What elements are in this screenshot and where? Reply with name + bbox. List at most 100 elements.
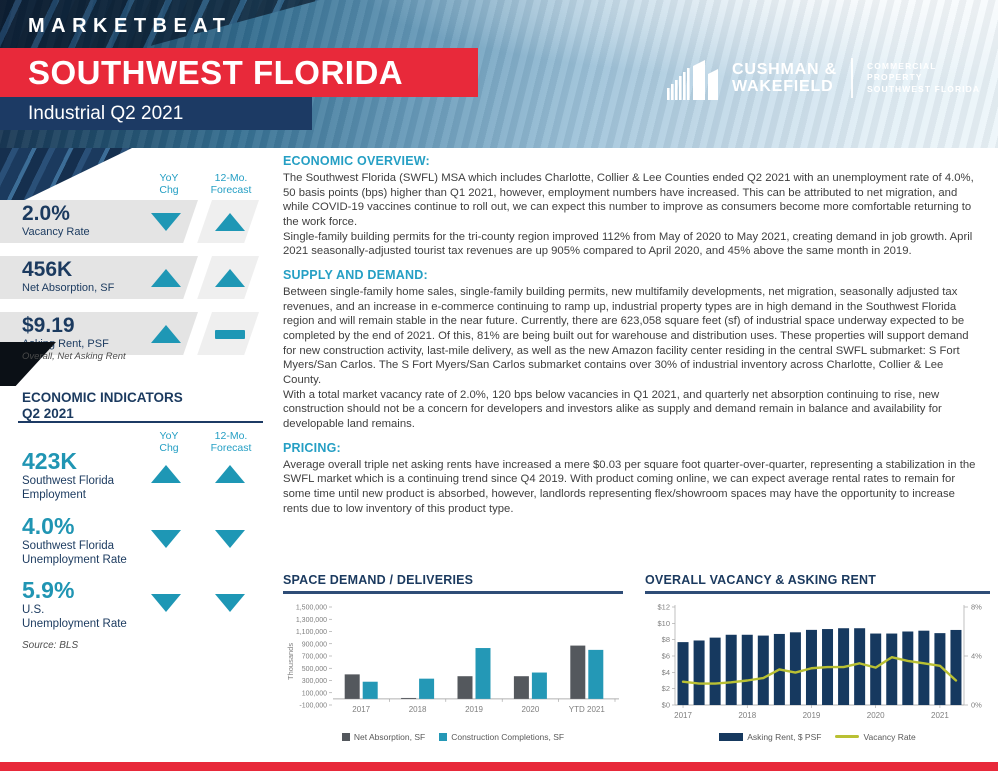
bar-2020 — [513, 675, 529, 699]
kpi-row-vacancy: 2.0% Vacancy Rate — [0, 200, 280, 243]
legend-item: Construction Completions, SF — [439, 732, 564, 742]
svg-text:$2: $2 — [662, 684, 670, 693]
svg-text:$8: $8 — [662, 635, 670, 644]
ei-row-swfl-unemployment: 4.0% Southwest Florida Unemployment Rate — [0, 514, 280, 576]
svg-text:2017: 2017 — [674, 711, 692, 720]
space-demand-deliveries-chart: 1,500,000 1,300,000 1,100,000 900,000 700,00… — [286, 604, 619, 713]
yoy-arrow-icon — [151, 269, 181, 287]
logo-divider — [850, 58, 853, 98]
legend-item: Asking Rent, $ PSF — [719, 732, 821, 742]
svg-text:300,000: 300,000 — [302, 678, 327, 685]
chart-legend: Asking Rent, $ PSF Vacancy Rate — [645, 732, 990, 742]
svg-text:$10: $10 — [657, 618, 670, 627]
ei-label: U.S. Unemployment Rate — [22, 604, 127, 631]
ei-value: 4.0% — [22, 513, 75, 539]
footer-red-bar — [0, 762, 998, 771]
svg-text:$12: $12 — [657, 602, 670, 611]
paragraph: Single-family building permits for the t… — [283, 230, 973, 258]
svg-text:-100,000: -100,000 — [299, 702, 327, 709]
paragraph: Average overall triple net asking rents … — [283, 458, 976, 515]
svg-text:1,500,000: 1,500,000 — [296, 604, 327, 611]
svg-text:1,300,000: 1,300,000 — [296, 616, 327, 623]
svg-text:$0: $0 — [662, 700, 670, 709]
vacancy-rent-chart-block: OVERALL VACANCY & ASKING RENT $0 $2 $4 $6 $8… — [645, 573, 990, 742]
svg-text:8%: 8% — [971, 602, 982, 611]
bar-2018 — [419, 678, 435, 699]
bar-2019 — [475, 647, 491, 699]
source-note: Source: BLS — [22, 640, 79, 651]
kpi-text: 456K Net Absorption, SF — [22, 258, 114, 294]
forecast-arrow-icon — [215, 530, 245, 548]
forecast-header: 12-Mo. Forecast — [210, 172, 252, 197]
forecast-arrow-icon — [215, 594, 245, 612]
stripe-decoration — [0, 246, 150, 255]
kpi-text: $9.19 Asking Rent, PSF — [22, 314, 109, 350]
forecast-header: 12-Mo. Forecast — [210, 430, 252, 455]
yoy-arrow-icon — [151, 213, 181, 231]
kpi-value: 2.0% — [22, 202, 70, 225]
ei-value: 423K — [22, 448, 77, 474]
svg-text:$6: $6 — [662, 651, 670, 660]
svg-text:Thousands: Thousands — [286, 642, 295, 679]
svg-text:2020: 2020 — [867, 711, 885, 720]
bar-2020 — [531, 672, 547, 699]
asking-rent-bar — [757, 635, 769, 705]
subtitle-banner: Industrial Q2 2021 — [0, 97, 312, 130]
section-heading: SUPPLY AND DEMAND: — [283, 268, 428, 283]
vacancy-rate-line — [681, 655, 958, 685]
svg-text:700,000: 700,000 — [302, 653, 327, 660]
legend-item: Vacancy Rate — [835, 732, 916, 742]
chart-title: SPACE DEMAND / DELIVERIES — [283, 573, 474, 587]
bar-2018 — [401, 697, 417, 699]
section-supply-demand: SUPPLY AND DEMAND: Between single-family… — [283, 268, 983, 432]
ei-row-employment: 423K Southwest Florida Employment — [0, 449, 280, 511]
page-subtitle: Industrial Q2 2021 — [28, 103, 184, 124]
asking-rent-bar — [950, 629, 962, 705]
section-pricing: PRICING: Average overall triple net aski… — [283, 441, 983, 517]
kpi-row-absorption: 456K Net Absorption, SF — [0, 256, 280, 299]
svg-text:4%: 4% — [971, 651, 982, 660]
main-content: ECONOMIC OVERVIEW: The Southwest Florida… — [283, 154, 983, 525]
kpi-sidebar: YoY Chg 12-Mo. Forecast 2.0% Vacancy Rat… — [0, 148, 280, 762]
page-title: SOUTHWEST FLORIDA — [28, 54, 404, 91]
report-header: MARKETBEAT SOUTHWEST FLORIDA Industrial … — [0, 0, 998, 148]
asking-rent-bar — [886, 633, 898, 705]
bar-YTD-2021 — [570, 645, 586, 699]
paragraph: With a total market vacancy rate of 2.0%… — [283, 388, 942, 431]
svg-text:2019: 2019 — [465, 704, 483, 713]
kpi-row-rent: $9.19 Asking Rent, PSF — [0, 312, 280, 355]
svg-text:1,100,000: 1,100,000 — [296, 629, 327, 636]
svg-text:2020: 2020 — [522, 704, 540, 713]
paragraph: Between single-family home sales, single… — [283, 286, 969, 387]
asking-rent-bar — [677, 641, 689, 705]
overall-vacancy-asking-rent-chart: $0 $2 $4 $6 $8 $10 $12 0% 4% 8% 2017 2018 2019 2020 20… — [657, 602, 982, 720]
kpi-text: 2.0% Vacancy Rate — [22, 202, 90, 238]
svg-text:2017: 2017 — [352, 704, 370, 713]
bar-2019 — [457, 675, 473, 699]
yoy-chg-header: YoY Chg — [159, 172, 179, 197]
chart-title-underline — [283, 591, 623, 594]
kpi-value: 456K — [22, 258, 73, 281]
svg-text:2021: 2021 — [931, 711, 949, 720]
asking-rent-bar — [918, 630, 930, 705]
svg-text:100,000: 100,000 — [302, 690, 327, 697]
svg-text:2018: 2018 — [738, 711, 756, 720]
space-demand-chart-block: SPACE DEMAND / DELIVERIES 1,500,000 1,300… — [283, 573, 623, 742]
svg-text:$4: $4 — [662, 667, 670, 676]
title-underline — [18, 421, 263, 423]
asking-rent-bar — [741, 634, 753, 705]
yoy-arrow-icon — [151, 325, 181, 343]
kpi-value: $9.19 — [22, 314, 75, 337]
kpi-label: Net Absorption, SF — [22, 281, 115, 294]
logo-name: CUSHMAN & WAKEFIELD — [732, 60, 837, 95]
yoy-arrow-icon — [151, 594, 181, 612]
title-banner: SOUTHWEST FLORIDA — [0, 48, 478, 97]
section-economic-overview: ECONOMIC OVERVIEW: The Southwest Florida… — [283, 154, 983, 259]
legend-item: Net Absorption, SF — [341, 732, 425, 742]
asking-rent-bar — [709, 637, 721, 705]
economic-indicators-title: ECONOMIC INDICATORS Q2 2021 — [22, 390, 183, 422]
stripe-decoration — [0, 302, 150, 311]
chart-legend: Net Absorption, SF Construction Completio… — [283, 732, 623, 742]
asking-rent-bar — [693, 639, 705, 705]
